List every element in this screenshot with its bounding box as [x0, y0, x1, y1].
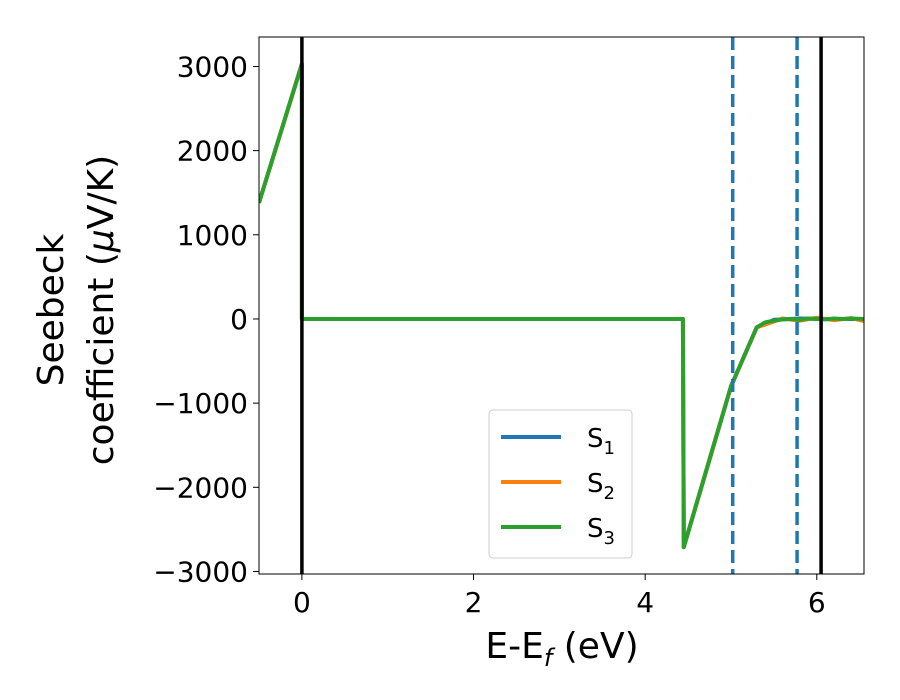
y-axis-label-suffix: V/K) [81, 155, 122, 229]
x-axis-label-main: E-E [485, 626, 543, 667]
y-axis-label-mu: μ [81, 229, 122, 253]
legend-label-subscript: 3 [604, 528, 615, 549]
legend-label-2: S2 [587, 469, 615, 504]
y-tick-label: 1000 [177, 219, 248, 252]
axes-frame [258, 36, 865, 575]
y-tick-label: 2000 [177, 135, 248, 168]
legend-label-main: S [587, 514, 604, 544]
legend-label-subscript: 2 [604, 483, 615, 504]
legend-label-main: S [587, 469, 604, 499]
legend-label-3: S3 [587, 514, 615, 549]
y-tick-label: 0 [230, 303, 248, 336]
y-tick-label: −2000 [153, 471, 248, 504]
y-axis-ticks: 3000 2000 1000 0 −1000 −2000 −3000 [153, 50, 259, 588]
x-axis-label: E-Ef (eV) [485, 626, 638, 672]
x-tick-label: 0 [293, 586, 311, 619]
legend-label-1: S1 [587, 424, 615, 459]
x-tick-label: 6 [808, 586, 826, 619]
y-axis-label-prefix: coefficient ( [81, 252, 122, 465]
y-tick-label: 3000 [177, 50, 248, 83]
y-tick-label: −3000 [153, 555, 248, 588]
x-axis-label-unit: (eV) [552, 626, 638, 667]
legend-label-main: S [587, 424, 604, 454]
x-axis-ticks: 0 2 4 6 [293, 574, 826, 619]
y-axis-label-line2: coefficient (μV/K) [81, 155, 122, 465]
y-axis-label: Seebeck coefficient (μV/K) [31, 155, 122, 465]
legend-label-subscript: 1 [604, 438, 615, 459]
x-tick-label: 4 [636, 586, 654, 619]
y-tick-label: −1000 [153, 387, 248, 420]
y-axis-label-line1: Seebeck [31, 233, 72, 386]
reference-lines [300, 37, 823, 574]
x-tick-label: 2 [465, 586, 483, 619]
series-line-3 [259, 61, 864, 550]
